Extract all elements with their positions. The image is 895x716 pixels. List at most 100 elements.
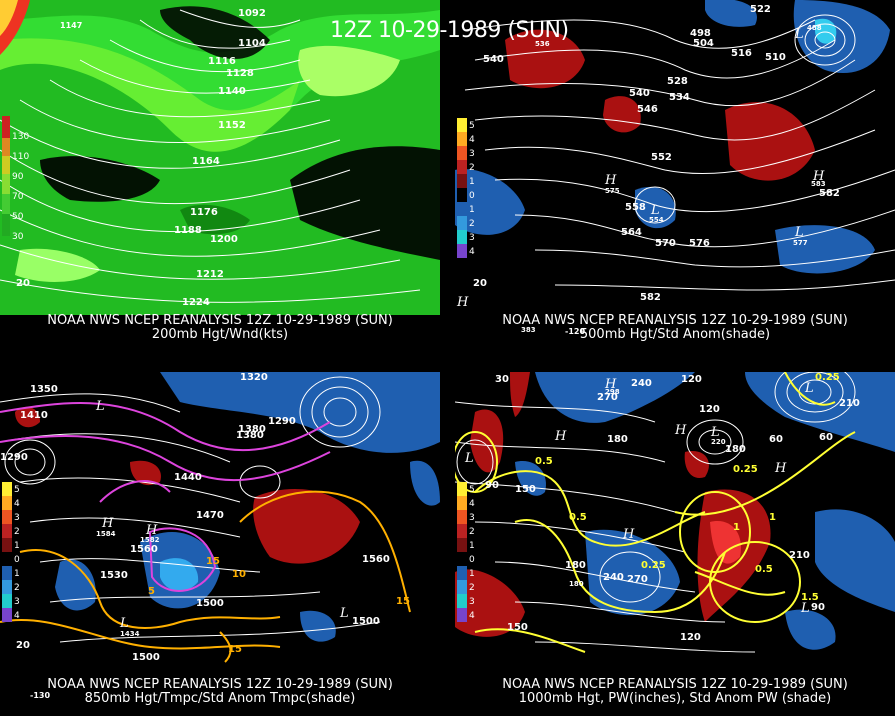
low-marker: L [95, 399, 105, 414]
contour-label: 1200 [210, 234, 238, 245]
contour-labels-500: 522 498 504 510 516 540 528 534 540 546 … [456, 4, 840, 336]
legend-label: 30 [12, 232, 24, 242]
legend-label: 3 [14, 513, 20, 523]
panel-source: NOAA NWS NCEP REANALYSIS 12Z 10-29-1989 … [502, 313, 848, 328]
contour-label: 120 [699, 404, 720, 415]
contour-label: 546 [637, 104, 658, 115]
temp-label: 15 [206, 556, 220, 567]
legend-label: 3 [469, 513, 475, 523]
pw-label: 1 [769, 512, 776, 523]
contour-label: 536 [535, 40, 550, 48]
contour-label: 528 [667, 76, 688, 87]
contour-label: 1320 [240, 372, 268, 383]
contour-label: 516 [731, 48, 752, 59]
contour-label: 1152 [218, 120, 246, 131]
contour-label: 1530 [100, 570, 128, 581]
wind-shade-pale [298, 45, 400, 97]
legend-label: 70 [12, 192, 24, 202]
legend-label: 4 [469, 247, 475, 257]
contour-label: 498 [690, 28, 711, 39]
legend-label: 4 [469, 611, 475, 621]
low-marker: L [650, 203, 660, 218]
contour-label: 1188 [174, 225, 202, 236]
extra-label: 220 [711, 438, 726, 446]
contour-label: 1290 [0, 452, 28, 463]
map-200mb: 1092 1104 1116 1128 1140 1152 1164 1176 … [0, 0, 440, 345]
contour-label: 210 [839, 398, 860, 409]
pw-label: 0.25 [641, 560, 666, 571]
contour-label: 1176 [190, 207, 218, 218]
legend-label: 1 [469, 569, 475, 579]
legend-label: 50 [12, 212, 24, 222]
low-marker: L [710, 425, 720, 440]
high-marker: H [604, 377, 617, 392]
extra-label: 20 [16, 278, 30, 289]
high-marker: H [456, 295, 469, 310]
corner-jet-2 [0, 0, 18, 36]
extra-label: 383 [521, 326, 536, 334]
contour-label: 1500 [196, 598, 224, 609]
contour-label: 90 [811, 602, 825, 613]
extra-label: 20 [473, 278, 487, 289]
extra-label: 20 [16, 640, 30, 651]
contour-label: 1500 [352, 616, 380, 627]
contour-label: 540 [629, 88, 650, 99]
panel-title: NOAA NWS NCEP REANALYSIS 12Z 10-29-1989 … [455, 314, 895, 342]
legend-label: 1 [469, 541, 475, 551]
contour-label: 582 [819, 188, 840, 199]
extra-label: 583 [811, 180, 826, 188]
contour-label: 210 [789, 550, 810, 561]
extra-label: 1582 [140, 536, 160, 544]
low-marker: L [464, 451, 474, 466]
legend-label: 3 [469, 597, 475, 607]
wind-shade-low [180, 204, 250, 235]
contour-label: 522 [750, 4, 771, 15]
panel-field: 1000mb Hgt, PW(inches), Std Anom PW (sha… [518, 691, 832, 706]
contour-label: 1410 [20, 410, 48, 421]
contour-label: 1350 [30, 384, 58, 395]
dark-region [160, 6, 270, 59]
pw-label: 0.5 [569, 512, 587, 523]
high-marker: H [101, 516, 114, 531]
pw-label: 0.25 [815, 372, 840, 383]
panel-field: 500mb Hgt/Std Anom(shade) [579, 327, 771, 342]
legend-label: 3 [469, 233, 475, 243]
panel-1000mb: 30 240 120 270 180 60 120 150 180 210 24… [455, 372, 895, 716]
legend-label: 2 [469, 527, 475, 537]
low-marker: L [800, 601, 810, 616]
contour-label: 120 [680, 632, 701, 643]
pw-label: 1.5 [801, 592, 819, 603]
high-marker: H [774, 461, 787, 476]
panel-title: NOAA NWS NCEP REANALYSIS 12Z 10-29-1989 … [0, 314, 440, 342]
extra-label: 577 [793, 239, 808, 247]
contour-labels-200: 1092 1104 1116 1128 1140 1152 1164 1176 … [16, 8, 266, 308]
contour-label: 90 [485, 480, 499, 491]
contour-label: 60 [819, 432, 833, 443]
legend-label: 4 [14, 611, 20, 621]
legend-label: 3 [14, 597, 20, 607]
pw-label: 0.5 [755, 564, 773, 575]
contour-label: 150 [507, 622, 528, 633]
height-contours-500 [464, 14, 895, 291]
map-500mb: 522 498 504 510 516 540 528 534 540 546 … [455, 0, 895, 345]
contour-label: 1290 [268, 416, 296, 427]
contour-labels-850: 1350 1410 1290 1380 1320 1290 1440 1470 … [0, 372, 410, 700]
low-marker: L [119, 616, 129, 631]
contour-label: 240 [631, 378, 652, 389]
contour-label: 180 [725, 444, 746, 455]
legend-label: 2 [469, 163, 475, 173]
panel-source: NOAA NWS NCEP REANALYSIS 12Z 10-29-1989 … [502, 677, 848, 692]
temp-label: 15 [396, 596, 410, 607]
legend-label: 4 [469, 135, 475, 145]
low-marker: L [804, 381, 814, 396]
legend-label: 5 [469, 121, 475, 131]
extra-label: -120 [565, 327, 585, 336]
legend-500: 5 4 3 2 1 0 1 2 3 4 [457, 118, 475, 258]
extra-label: 1434 [120, 630, 140, 638]
temp-label: 5 [148, 586, 155, 597]
legend-label: 1 [469, 177, 475, 187]
legend-label: 2 [14, 583, 20, 593]
wind-shade-jet-core [0, 38, 300, 152]
extra-label: 554 [649, 216, 664, 224]
